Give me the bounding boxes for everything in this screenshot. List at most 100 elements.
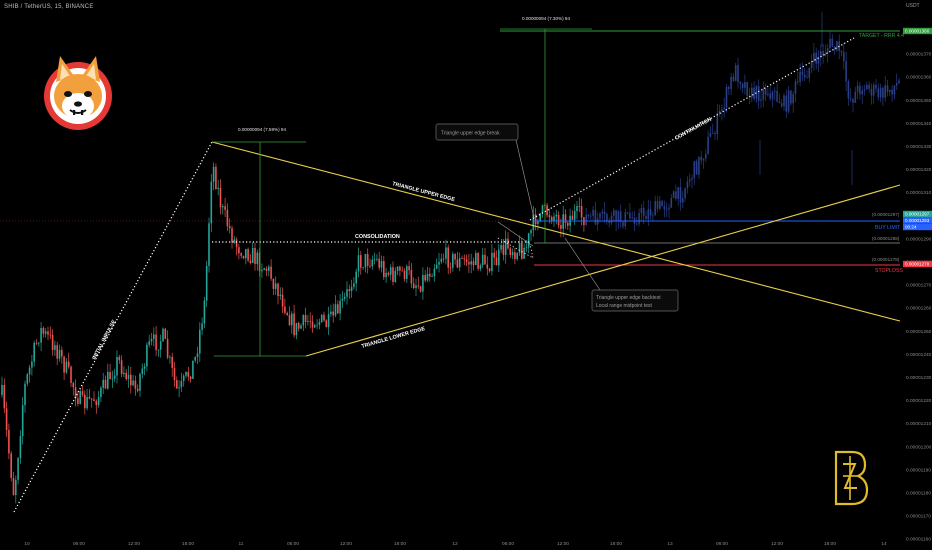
candle-body xyxy=(461,258,463,259)
x-tick-label: 18:00 xyxy=(394,541,406,547)
candle-body xyxy=(647,209,650,220)
x-tick-label: 06:00 xyxy=(716,541,728,547)
candle-body xyxy=(546,205,548,216)
candle-body xyxy=(843,52,845,62)
candle-body xyxy=(35,342,38,344)
candle-body xyxy=(12,478,15,495)
candle-body xyxy=(417,285,420,287)
candle-body xyxy=(470,261,472,265)
candle-body xyxy=(251,247,254,263)
price-badge xyxy=(903,223,932,231)
candle-body xyxy=(776,90,778,102)
x-tick-label: 12:00 xyxy=(557,541,569,547)
candle-body xyxy=(481,254,484,266)
candle-body xyxy=(691,178,693,180)
candle-body xyxy=(401,270,403,272)
candle-body xyxy=(576,206,578,212)
candle-body xyxy=(737,65,739,82)
candle-body xyxy=(560,225,562,229)
candle-body xyxy=(130,374,132,386)
candle-body xyxy=(882,87,884,98)
candle-body xyxy=(291,313,293,326)
callout-backtest-text-1: Triangle upper edge backtest xyxy=(596,295,661,301)
candle-body xyxy=(613,210,615,216)
candle-body xyxy=(475,253,477,265)
candle-body xyxy=(254,247,256,265)
callout-break-box xyxy=(435,123,519,141)
candle-body xyxy=(833,46,836,51)
candle-body xyxy=(256,252,259,265)
candle-body xyxy=(228,226,231,229)
x-tick-label: 06:00 xyxy=(502,541,514,547)
stoploss-label: STOPLOSS xyxy=(875,268,903,274)
candle-body xyxy=(346,289,348,297)
candle-body xyxy=(171,356,173,368)
candle-body xyxy=(686,181,689,189)
candle-body xyxy=(438,261,440,265)
price-badge xyxy=(903,210,932,218)
candle-body xyxy=(378,258,380,268)
candle-body xyxy=(208,223,210,266)
candle-body xyxy=(77,398,79,404)
candle-body xyxy=(879,87,882,98)
candle-body xyxy=(840,50,843,53)
candle-body xyxy=(580,206,583,218)
candle-body xyxy=(116,356,118,376)
candle-body xyxy=(376,258,378,260)
candle-body xyxy=(757,86,760,101)
candle-body xyxy=(323,314,325,321)
candle-body xyxy=(104,379,107,389)
candle-body xyxy=(801,71,804,75)
candle-body xyxy=(394,270,397,282)
candle-body xyxy=(861,90,863,95)
candle-body xyxy=(665,209,668,211)
candle-body xyxy=(42,327,45,334)
candle-body xyxy=(224,206,226,210)
candle-body xyxy=(219,187,222,208)
candle-body xyxy=(700,156,702,161)
y-tick-label: 0.00001210 xyxy=(906,421,932,427)
candle-body xyxy=(509,248,512,255)
candle-body xyxy=(702,158,705,161)
candle-body xyxy=(268,266,270,271)
candle-body xyxy=(332,311,334,316)
candle-body xyxy=(396,266,399,271)
price-badge-label: 0.00001293 xyxy=(905,218,930,223)
label-consolidation: CONSOLIDATION xyxy=(355,234,400,240)
candle-body xyxy=(146,344,148,367)
callout-break-leader xyxy=(515,139,535,219)
candle-body xyxy=(852,99,854,103)
candle-body xyxy=(617,211,620,222)
candle-body xyxy=(675,191,677,199)
candle-body xyxy=(63,356,65,373)
candle-body xyxy=(173,367,176,381)
candle-body xyxy=(49,334,52,336)
candle-body xyxy=(166,338,169,358)
candle-body xyxy=(24,383,26,406)
candle-body xyxy=(249,260,252,263)
candle-body xyxy=(341,298,344,301)
candle-body xyxy=(603,211,606,215)
candle-body xyxy=(682,198,684,203)
y-tick-label: 0.00001240 xyxy=(906,352,932,358)
candle-body xyxy=(679,187,682,203)
candle-body xyxy=(288,314,291,326)
label-initial-impulse: INITIAL IMPULSE xyxy=(91,319,117,361)
candle-body xyxy=(790,90,792,104)
candle-body xyxy=(723,107,725,109)
candle-body xyxy=(564,214,567,223)
candle-body xyxy=(295,322,298,336)
candle-body xyxy=(84,394,86,409)
candle-body xyxy=(642,208,645,217)
candle-body xyxy=(100,387,102,398)
candle-body xyxy=(240,253,242,256)
candle-body xyxy=(718,110,721,114)
candle-body xyxy=(622,221,624,227)
candle-body xyxy=(210,181,213,224)
candle-body xyxy=(780,103,783,107)
candle-body xyxy=(196,353,199,358)
candle-body xyxy=(484,254,486,265)
candle-body xyxy=(297,322,300,329)
